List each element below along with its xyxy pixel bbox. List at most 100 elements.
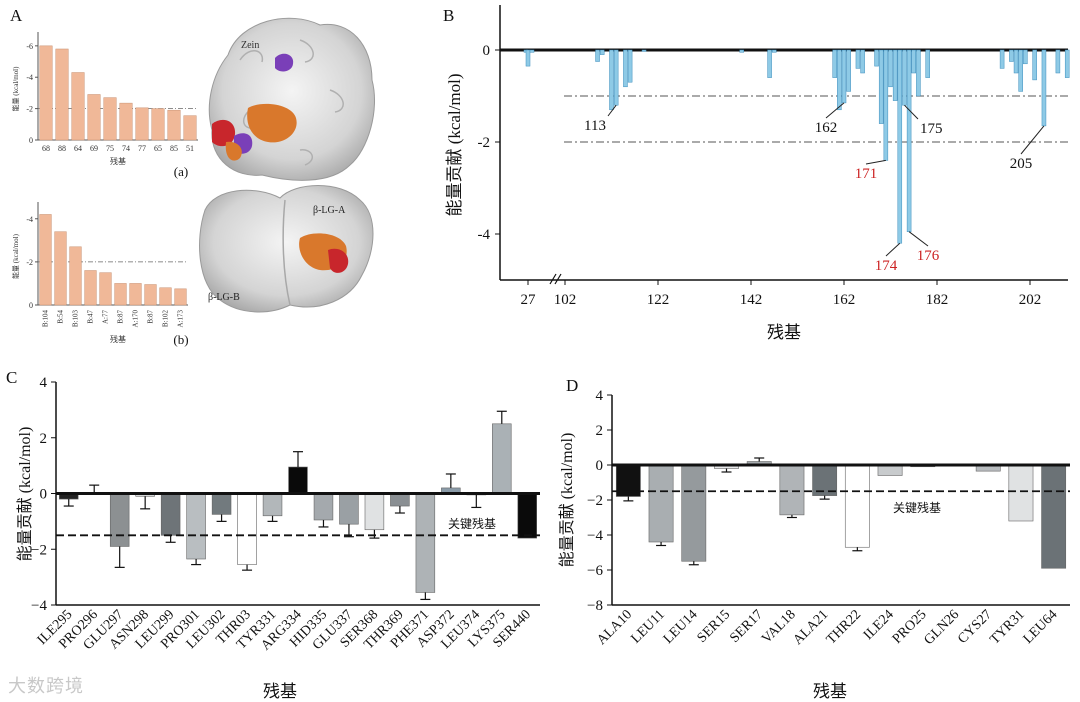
x-tick-label: 64 — [74, 144, 82, 153]
x-axis-title: 残基 — [110, 156, 126, 166]
bar — [237, 493, 257, 565]
x-tick-label: 77 — [138, 144, 146, 153]
chart-Ab: 0 -2 -4 B:104 B:54 B:103 B:47 A:77 B:87 A:170 B:87… — [11, 202, 189, 347]
bar — [627, 49, 633, 83]
x-tick-label: 122 — [647, 292, 670, 308]
y-tick-label: 0 — [29, 301, 33, 310]
annotation-leader — [825, 102, 845, 119]
threshold-label: 关键残基 — [893, 501, 941, 515]
bar — [167, 109, 181, 141]
bar — [599, 49, 605, 55]
bar — [87, 94, 101, 141]
y-tick-label: 4 — [40, 375, 48, 391]
bar — [844, 464, 870, 548]
x-tick-label: B:54 — [57, 310, 65, 324]
x-tick-label: B:104 — [42, 310, 50, 328]
x-axis-title: 残基 — [263, 682, 297, 701]
annotation-leader — [607, 104, 617, 117]
x-tick-label: LEU14 — [661, 607, 701, 647]
x-tick-label: SER17 — [727, 607, 766, 646]
bar — [878, 49, 884, 124]
bar — [648, 464, 674, 543]
x-tick-label: B:47 — [87, 310, 95, 324]
bar — [525, 49, 531, 67]
bar — [1013, 49, 1019, 74]
panel-letter-c: C — [6, 368, 18, 387]
bar — [739, 49, 744, 53]
annotation-label: 176 — [917, 248, 940, 264]
structure-label-blg-b: β-LG-B — [208, 292, 240, 303]
bar — [55, 48, 69, 141]
bar — [119, 102, 133, 141]
bar — [1041, 464, 1067, 569]
bar — [262, 493, 283, 517]
x-tick-label: LEU64 — [1021, 607, 1061, 647]
bar — [837, 49, 842, 111]
y-tick-label: -6 — [26, 42, 33, 51]
bar — [129, 283, 142, 306]
bar — [415, 493, 436, 593]
bar — [613, 49, 619, 106]
bar — [517, 493, 537, 539]
annotation-label: 205 — [1010, 156, 1033, 172]
panel-letter-b: B — [443, 6, 455, 25]
annotation-label: 113 — [584, 118, 606, 134]
x-axis-title: 残基 — [767, 323, 801, 342]
bar — [39, 214, 52, 306]
panel-letter-d: D — [566, 376, 579, 395]
bar — [681, 464, 707, 562]
bar — [114, 283, 127, 306]
bar — [906, 49, 912, 232]
bar — [1018, 49, 1023, 92]
watermark: 大数跨境 — [8, 676, 84, 697]
axis-break — [549, 273, 557, 285]
bar — [1032, 49, 1037, 81]
chart-C: −4−2024ILE295PRO296GLU297ASN298LEU299PRO… — [16, 375, 540, 701]
x-tick-label: 51 — [186, 144, 194, 153]
y-tick-label: -2 — [26, 105, 33, 114]
y-tick-label: 4 — [596, 388, 604, 404]
y-tick-label: 2 — [596, 423, 604, 439]
bar — [99, 272, 112, 306]
bar — [183, 115, 197, 141]
x-tick-label: A:170 — [132, 310, 140, 328]
sublabel: (a) — [174, 164, 188, 179]
bar — [779, 464, 805, 516]
bar — [883, 49, 889, 161]
x-tick-label: LEU11 — [629, 607, 668, 646]
y-axis-title: 能量 (kcal/mol) — [11, 66, 20, 112]
x-tick-label: ALA21 — [791, 607, 832, 648]
annotation-leader — [908, 231, 929, 247]
sublabel: (b) — [173, 332, 188, 347]
bar — [364, 493, 385, 531]
bar — [135, 107, 149, 141]
bar — [529, 49, 535, 53]
bar — [623, 49, 628, 88]
y-tick-label: −4 — [587, 528, 603, 544]
x-tick-label: GLN26 — [921, 607, 962, 648]
x-tick-label: CYS27 — [955, 607, 995, 647]
y-tick-label: -2 — [478, 135, 491, 151]
bar — [390, 493, 410, 507]
bar — [911, 49, 916, 74]
bar — [160, 493, 181, 536]
annotation-label: 175 — [920, 121, 943, 137]
bar — [288, 466, 308, 494]
bar — [641, 49, 647, 52]
annotation-label: 174 — [875, 258, 898, 274]
bar — [841, 49, 847, 104]
structure-label-blg-a: β-LG-A — [313, 205, 346, 216]
y-tick-label: 2 — [40, 431, 48, 447]
annotation-leader — [885, 242, 901, 257]
bar — [159, 287, 172, 306]
bar — [1008, 464, 1034, 522]
x-tick-label: 88 — [58, 144, 66, 153]
bar — [211, 493, 232, 515]
bar — [888, 49, 893, 88]
bar — [1064, 49, 1070, 78]
x-axis-title: 残基 — [110, 334, 126, 344]
x-tick-label: 142 — [740, 292, 763, 308]
y-axis-title: 能量贡献 (kcal/mol) — [558, 433, 576, 568]
panel-letter-a: A — [10, 6, 23, 25]
bar — [186, 493, 206, 560]
